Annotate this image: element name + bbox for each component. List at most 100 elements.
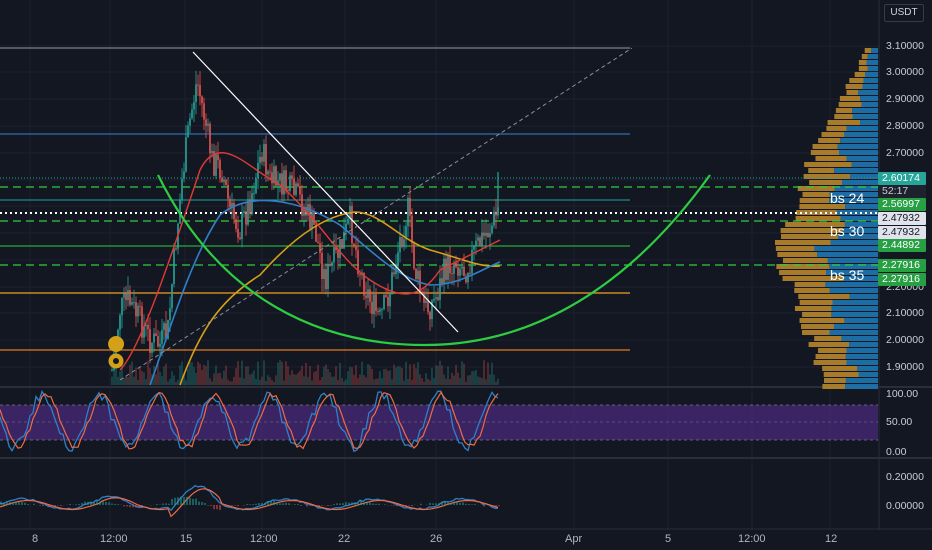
volume-bar	[169, 378, 171, 385]
volume-bar	[419, 374, 421, 385]
candle-body	[287, 189, 289, 191]
macd-histogram-bar	[357, 502, 359, 505]
macd-histogram-bar	[441, 501, 443, 505]
volume-bar	[311, 380, 313, 385]
candle-body	[403, 239, 405, 247]
volume-bar	[271, 379, 273, 385]
volume-bar	[375, 378, 377, 385]
volume-bar	[337, 379, 339, 385]
volume-profile-bar-up	[817, 252, 878, 257]
volume-profile-bar-down	[813, 360, 847, 365]
macd-histogram-bar	[45, 505, 47, 506]
volume-bar	[315, 371, 317, 385]
volume-bar	[121, 360, 123, 385]
macd-histogram-bar	[228, 505, 230, 507]
volume-profile-bar-up	[861, 102, 878, 107]
volume-bar	[285, 361, 287, 385]
bs-annotation[interactable]: bs 30	[830, 223, 865, 239]
macd-histogram-bar	[0, 501, 2, 505]
volume-bar	[157, 360, 159, 385]
pin-marker[interactable]	[108, 336, 125, 378]
volume-bar	[427, 378, 429, 385]
volume-bar	[457, 372, 459, 385]
macd-histogram-bar	[468, 503, 470, 505]
candle-body	[123, 293, 125, 298]
candle-body	[163, 323, 165, 331]
volume-profile-bar-up	[846, 348, 878, 353]
volume-profile-bar-up	[832, 300, 878, 305]
bs-annotation[interactable]: bs 24	[830, 190, 865, 206]
candle-body	[233, 202, 235, 220]
volume-bar	[341, 377, 343, 385]
volume-profile-bar-up	[858, 90, 878, 95]
volume-bar	[463, 363, 465, 385]
currency-badge[interactable]: USDT	[884, 4, 924, 22]
volume-bar	[479, 377, 481, 385]
volume-profile-bar-down	[799, 300, 833, 305]
candle-body	[469, 272, 471, 274]
volume-bar	[339, 362, 341, 385]
candle-body	[419, 270, 421, 292]
candle-body	[223, 179, 225, 182]
volume-bar	[275, 375, 277, 385]
macd-histogram-bar	[402, 505, 404, 507]
volume-profile-bar-up	[839, 150, 878, 155]
volume-bar	[263, 360, 265, 385]
volume-profile-bar-down	[799, 204, 846, 209]
macd-histogram-bar	[165, 503, 167, 505]
macd-histogram-bar	[174, 497, 176, 505]
volume-bar	[159, 371, 161, 385]
volume-bar	[237, 361, 239, 385]
macd-histogram-bar	[372, 503, 374, 505]
candle-body	[355, 246, 357, 251]
volume-profile-bar-up	[830, 240, 878, 245]
candle-body	[157, 336, 159, 347]
candle-body	[325, 269, 327, 290]
candle-body	[489, 233, 491, 238]
volume-bar	[353, 374, 355, 385]
macd-histogram-bar	[27, 504, 29, 505]
volume-profile-bar-down	[799, 318, 845, 323]
macd-histogram-bar	[495, 505, 497, 507]
volume-bar	[123, 377, 125, 385]
volume-bar	[381, 378, 383, 385]
candle-body	[329, 264, 331, 266]
volume-profile-bar-down	[801, 330, 830, 335]
volume-bar	[183, 374, 185, 385]
candle-body	[159, 343, 161, 347]
candle-body	[281, 173, 283, 195]
volume-bar	[261, 376, 263, 385]
volume-profile-bar-down	[823, 372, 859, 377]
candle-body	[363, 272, 365, 296]
macd-signal-line	[0, 488, 499, 518]
candle-body	[161, 330, 163, 344]
macd-histogram-bar	[138, 505, 140, 508]
volume-bar	[377, 378, 379, 385]
volume-bar	[161, 376, 163, 385]
volume-bar	[423, 381, 425, 385]
candle-body	[421, 291, 423, 293]
candle-body	[475, 240, 477, 246]
volume-profile-bar-down	[822, 366, 858, 371]
volume-bar	[133, 376, 135, 385]
volume-bar	[241, 360, 243, 385]
candle-body	[249, 199, 251, 214]
candle-body	[149, 329, 151, 353]
volume-bar	[429, 380, 431, 385]
volume-bar	[441, 365, 443, 385]
candle-body	[405, 226, 407, 240]
volume-profile-bar-up	[858, 372, 878, 377]
volume-profile-bar-up	[845, 378, 878, 383]
macd-histogram-bar	[450, 502, 452, 505]
level-tag: 2.44892	[878, 239, 926, 252]
volume-bar	[213, 373, 215, 385]
volume-bar	[489, 374, 491, 385]
macd-histogram-bar	[408, 505, 410, 506]
bs-annotation[interactable]: bs 35	[830, 267, 865, 283]
volume-bar	[295, 374, 297, 385]
volume-bar	[297, 372, 299, 385]
macd-histogram-bar	[183, 496, 185, 505]
candle-body	[135, 302, 137, 317]
volume-profile-bar-up	[860, 96, 878, 101]
